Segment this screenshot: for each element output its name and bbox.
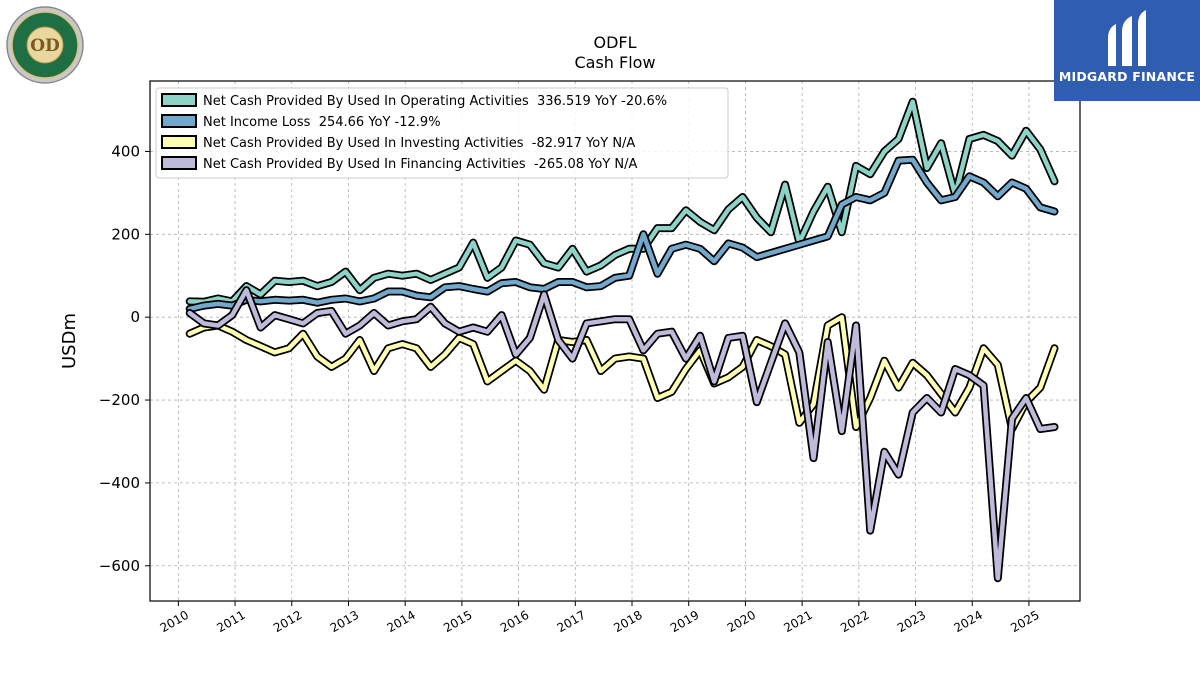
y-tick-label: 400 [111, 142, 140, 160]
legend-label: Net Cash Provided By Used In Investing A… [203, 136, 635, 151]
chart-title: ODFL [593, 33, 636, 52]
chart-subtitle: Cash Flow [574, 53, 655, 72]
series-line [187, 99, 1057, 305]
x-tick-label: 2018 [611, 608, 644, 635]
y-tick-label: −600 [99, 557, 140, 575]
legend-label: Net Income Loss 254.66 YoY -12.9% [203, 115, 441, 130]
series-lines [185, 97, 1059, 583]
legend-swatch [161, 93, 197, 107]
brand-name: MIDGARD FINANCE [1058, 69, 1196, 84]
odfl-logo: OD [6, 6, 84, 84]
series-outline [185, 286, 1059, 583]
x-tick-label: 2020 [725, 608, 758, 635]
x-tick-label: 2019 [668, 608, 701, 635]
legend-label: Net Cash Provided By Used In Financing A… [203, 157, 638, 172]
x-tick-label: 2013 [328, 608, 361, 635]
svg-text:OD: OD [30, 36, 60, 56]
midgard-mark-icon [1108, 10, 1146, 66]
plot-frame [149, 80, 1081, 602]
legend-swatch [161, 135, 197, 149]
x-tick-label: 2023 [895, 608, 928, 635]
x-tick-label: 2025 [1008, 608, 1041, 635]
x-tick-label: 2017 [555, 608, 588, 635]
midgard-finance-logo: MIDGARD FINANCE [1054, 0, 1200, 101]
legend: Net Cash Provided By Used In Operating A… [155, 87, 729, 179]
y-tick-label: −400 [99, 474, 140, 492]
y-axis-label: USDm [59, 313, 80, 369]
series-line [187, 314, 1057, 432]
x-tick-label: 2021 [781, 608, 814, 635]
series-2 [185, 313, 1059, 433]
x-tick-label: 2022 [838, 608, 871, 635]
series-line [187, 287, 1057, 581]
x-tick-label: 2014 [384, 608, 417, 635]
y-tick-label: −200 [99, 391, 140, 409]
x-tick-label: 2010 [158, 608, 191, 635]
x-tick-label: 2016 [498, 608, 531, 635]
series-3 [185, 286, 1059, 583]
y-tick-label: 200 [111, 225, 140, 243]
legend-swatch [161, 156, 197, 170]
series-0 [185, 97, 1059, 306]
legend-box [155, 87, 729, 179]
x-tick-label: 2012 [271, 608, 304, 635]
x-tick-label: 2024 [952, 608, 985, 635]
legend-swatch [161, 114, 197, 128]
x-tick-label: 2015 [441, 608, 474, 635]
series-line [187, 157, 1057, 312]
legend-label: Net Cash Provided By Used In Operating A… [203, 94, 667, 109]
series-1 [185, 155, 1059, 313]
y-tick-label: 0 [130, 308, 140, 326]
x-tick-label: 2011 [214, 608, 247, 635]
